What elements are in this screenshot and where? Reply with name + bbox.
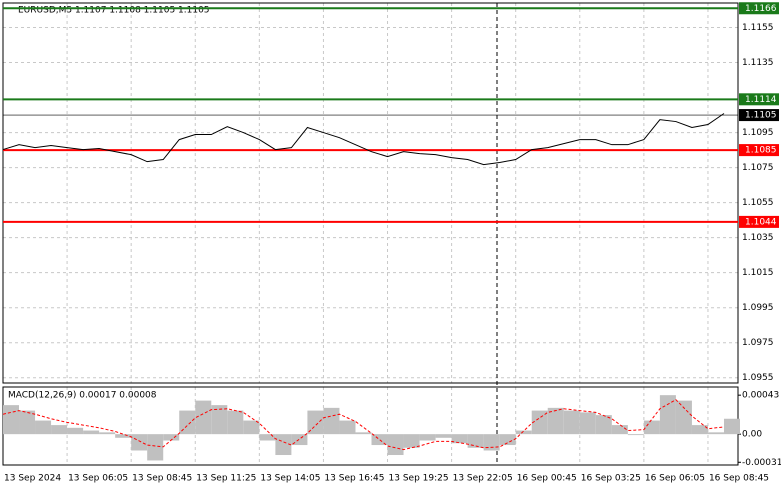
y-tick-label: 1.0955 xyxy=(742,373,774,383)
x-tick-label: 16 Sep 03:25 xyxy=(581,474,641,484)
macd-bar xyxy=(3,405,20,435)
macd-bar xyxy=(563,410,580,435)
macd-bar xyxy=(723,418,741,435)
level-label: 1.1114 xyxy=(745,95,777,105)
macd-bar xyxy=(67,427,84,435)
macd-bar xyxy=(211,405,228,435)
macd-bar xyxy=(83,430,100,435)
macd-tick-label: -0.00031 xyxy=(742,458,781,468)
chart-title: EURUSD,M5 1.1107 1.1108 1.1105 1.1105 xyxy=(18,6,210,16)
macd-bar xyxy=(99,432,116,435)
macd-bar xyxy=(387,434,404,456)
macd-bar xyxy=(435,434,452,438)
x-tick-label: 13 Sep 14:05 xyxy=(260,474,320,484)
y-tick-label: 1.0995 xyxy=(742,303,774,313)
macd-bar xyxy=(115,434,132,438)
macd-bar xyxy=(659,395,676,435)
macd-bar xyxy=(163,434,180,441)
macd-signal xyxy=(2,399,725,451)
macd-bar xyxy=(675,400,692,435)
macd-bar xyxy=(403,434,420,448)
macd-bar xyxy=(243,420,260,435)
y-tick-label: 1.1095 xyxy=(742,128,774,138)
macd-bar xyxy=(355,432,372,435)
level-label-bg xyxy=(739,109,779,122)
macd-bar xyxy=(611,425,628,435)
macd-bar xyxy=(19,410,36,435)
level-label-bg xyxy=(739,144,779,157)
macd-bar xyxy=(643,420,660,435)
macd-bar xyxy=(579,412,596,435)
x-tick-label: 16 Sep 08:45 xyxy=(709,474,769,484)
y-tick-label: 1.1135 xyxy=(742,58,774,68)
level-label: 1.1166 xyxy=(745,4,777,14)
x-tick-label: 13 Sep 11:25 xyxy=(196,474,256,484)
macd-bar xyxy=(595,415,612,435)
y-tick-label: 1.1055 xyxy=(742,198,774,208)
level-label-bg xyxy=(739,2,779,15)
macd-bar xyxy=(307,410,324,435)
macd-bar xyxy=(419,434,436,441)
macd-bar xyxy=(627,434,644,436)
macd-bar xyxy=(691,425,708,435)
macd-bar xyxy=(707,432,724,435)
macd-bar xyxy=(547,407,564,435)
macd-bar xyxy=(275,434,292,456)
macd-bar xyxy=(499,434,516,446)
macd-bar xyxy=(131,434,148,451)
macd-bar xyxy=(515,430,532,435)
macd-bar xyxy=(147,434,164,461)
level-label-bg xyxy=(739,93,779,106)
x-tick-label: 13 Sep 16:45 xyxy=(324,474,384,484)
y-tick-label: 1.1155 xyxy=(742,23,774,33)
macd-bar xyxy=(323,407,340,435)
y-tick-label: 1.0975 xyxy=(742,338,774,348)
y-tick-label: 1.1035 xyxy=(742,233,774,243)
macd-bar xyxy=(467,434,484,448)
level-label: 1.1085 xyxy=(745,146,777,156)
x-tick-label: 16 Sep 00:45 xyxy=(517,474,577,484)
level-label: 1.1105 xyxy=(745,111,777,121)
level-label: 1.1044 xyxy=(745,217,777,227)
macd-bar xyxy=(179,410,196,435)
macd-tick-label: 0.00 xyxy=(742,430,762,440)
macd-bar xyxy=(291,434,308,446)
x-tick-label: 13 Sep 22:05 xyxy=(453,474,513,484)
macd-bar xyxy=(451,434,468,444)
x-tick-label: 13 Sep 19:25 xyxy=(389,474,449,484)
macd-bar xyxy=(531,410,548,435)
macd-bar xyxy=(51,425,68,435)
level-label-bg xyxy=(739,215,779,228)
macd-bar xyxy=(195,400,212,435)
macd-bar xyxy=(339,420,356,435)
price-line xyxy=(2,113,725,166)
x-tick-label: 13 Sep 08:45 xyxy=(132,474,192,484)
macd-bar xyxy=(371,434,388,446)
macd-tick-label: 0.00043 xyxy=(742,391,779,401)
x-tick-label: 13 Sep 06:05 xyxy=(68,474,128,484)
macd-bar xyxy=(259,434,276,441)
price-panel xyxy=(2,2,739,384)
macd-bar xyxy=(227,410,244,435)
macd-bar xyxy=(35,420,52,435)
x-tick-label: 13 Sep 2024 xyxy=(4,474,61,484)
x-tick-label: 16 Sep 06:05 xyxy=(645,474,705,484)
y-tick-label: 1.1015 xyxy=(742,268,774,278)
macd-bar xyxy=(483,434,500,451)
y-tick-label: 1.1075 xyxy=(742,163,774,173)
macd-label: MACD(12,26,9) 0.00017 0.00008 xyxy=(8,391,157,401)
